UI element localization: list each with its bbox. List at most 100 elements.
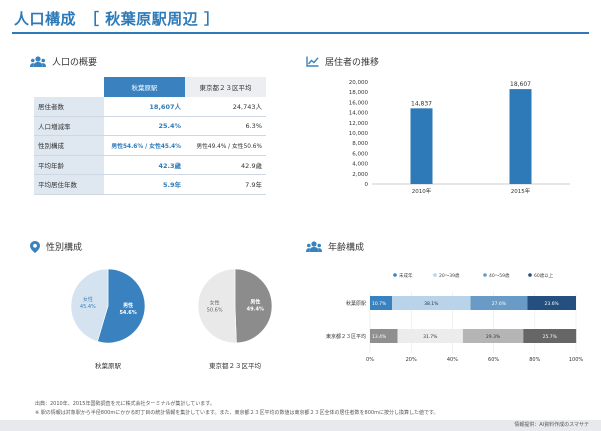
segment-data-label: 25.7% [543,334,558,340]
legend-marker [433,273,437,277]
row-label: 平均年齢 [34,155,104,175]
tokyo-value: 男性49.4% / 女性50.6% [185,135,266,156]
segment-data-label: 38.1% [424,301,439,307]
trend-line-icon [306,56,319,67]
tokyo-value: 42.9歳 [185,155,266,175]
bar-data-label: 18,607 [510,81,531,88]
legend-label: 20～39歳 [439,272,460,279]
residents-trend-chart: 0 2,000 4,000 6,000 8,000 10,000 12,000 14,000 1… [349,80,570,195]
legend-label: 40～59歳 [489,272,510,279]
stacked-bar-segment [470,296,528,310]
slice-name-label: 男性 [249,299,260,306]
overview-heading: 人口の概要 [30,55,97,68]
table-row: 人口増減率 25.4% 6.3% [34,116,266,136]
akihabara-value: 25.4% [104,116,185,136]
stacked-bar-segment [397,329,463,343]
tokyo-value: 24,743人 [185,97,266,117]
pie-slice [97,268,146,344]
pie-title: 秋葉原駅 [95,361,122,370]
table-row: 平均年齢 42.3歳 42.9歳 [34,155,266,175]
segment-data-label: 13.4% [372,334,387,340]
segment-data-label: 31.7% [423,334,438,340]
gender-heading: 性別構成 [30,240,82,253]
segment-data-label: 29.3% [486,334,501,340]
x-tick-label: 2015年 [511,187,531,195]
overview-header-blank [34,77,104,97]
legend-marker [528,273,532,277]
y-tick-label: 12,000 [349,121,369,127]
bar-data-label: 14,837 [411,100,432,107]
y-tick-label: 20,000 [349,80,369,86]
stacked-bar-segment [527,296,576,310]
bar [509,89,532,184]
x-tick-label: 80% [529,357,540,363]
x-tick-label: 60% [488,357,499,363]
slice-value-label: 54.6% [119,310,136,316]
category-label: 東京都２３区平均 [326,333,366,340]
stacked-bar-segment [462,329,524,343]
pie-slice [234,268,273,344]
tokyo-value: 7.9年 [185,174,266,195]
people-icon [306,241,322,252]
footer-notes: 出典：2010年、2015年国勢調査を元に株式会社ターミナルが集計しています。 … [35,400,438,418]
category-label: 秋葉原駅 [346,300,366,307]
y-tick-label: 18,000 [349,90,369,96]
akihabara-value: 18,607人 [104,97,185,117]
overview-col-tokyo: 東京都２３区平均 [185,77,266,97]
age-heading-label: 年齢構成 [328,243,365,253]
y-tick-label: 10,000 [349,131,369,137]
segment-data-label: 27.6% [492,301,507,307]
x-tick-label: 100% [569,357,584,363]
stacked-bar-segment [370,329,398,343]
overview-col-akihabara: 秋葉原駅 [104,77,185,97]
x-tick-label: 2010年 [412,187,432,195]
legend-label: 未成年 [399,272,413,279]
y-tick-label: 4,000 [352,162,368,168]
akihabara-value: 5.9年 [104,174,185,195]
table-row: 居住者数 18,607人 24,743人 [34,97,266,117]
overview-table: 秋葉原駅 東京都２３区平均 居住者数 18,607人 24,743人 人口増減率… [34,77,266,195]
slice-value-label: 45.4% [80,304,96,310]
footer-bar [0,420,601,431]
footer-source-note: 出典：2010年、2015年国勢調査を元に株式会社ターミナルが集計しています。 [35,401,215,407]
slice-value-label: 49.4% [247,307,264,313]
footer-credit: 情報提供：AI資料作成のスマサテ [514,422,589,428]
slice-name-label: 女性 [210,299,220,306]
akihabara-value: 42.3歳 [104,155,185,175]
x-tick-label: 0% [366,357,374,363]
stacked-bar-segment [370,296,393,310]
legend-marker [393,273,397,277]
y-tick-label: 14,000 [349,111,369,117]
page-title: 人口構成 ［ 秋葉原駅周辺 ］ [14,10,220,28]
people-icon [30,56,46,67]
row-label: 人口増減率 [34,116,104,136]
gender-heading-label: 性別構成 [46,243,83,253]
segment-data-label: 10.7% [372,301,387,307]
overview-header-row: 秋葉原駅 東京都２３区平均 [34,77,266,97]
akihabara-value: 男性54.6% / 女性45.4% [104,135,185,156]
tokyo-value: 6.3% [185,116,266,136]
pie-title: 東京都２３区平均 [209,361,262,370]
table-row: 性別構成 男性54.6% / 女性45.4% 男性49.4% / 女性50.6% [34,135,266,156]
trend-heading: 居住者の推移 [306,55,379,68]
y-tick-label: 8,000 [352,141,368,147]
bar [410,108,433,184]
title-divider [12,32,589,34]
y-tick-label: 6,000 [352,151,368,157]
x-tick-label: 40% [447,357,458,363]
stacked-bar-segment [392,296,471,310]
stacked-bar-segment [523,329,577,343]
pie-slice [197,268,237,344]
row-label: 居住者数 [34,97,104,117]
y-tick-label: 0 [365,182,369,188]
slice-value-label: 50.6% [207,307,223,313]
row-label: 性別構成 [34,135,104,156]
x-tick-label: 20% [406,357,417,363]
age-heading: 年齢構成 [306,240,364,253]
row-label: 平均居住年数 [34,174,104,195]
footer-method-note: ※ 駅の情報は対象駅から半径800mにかかる町丁目の統計情報を集計しています。ま… [35,410,439,416]
map-pin-icon [30,240,40,253]
trend-heading-label: 居住者の推移 [325,58,380,68]
pie-slice [70,268,109,342]
